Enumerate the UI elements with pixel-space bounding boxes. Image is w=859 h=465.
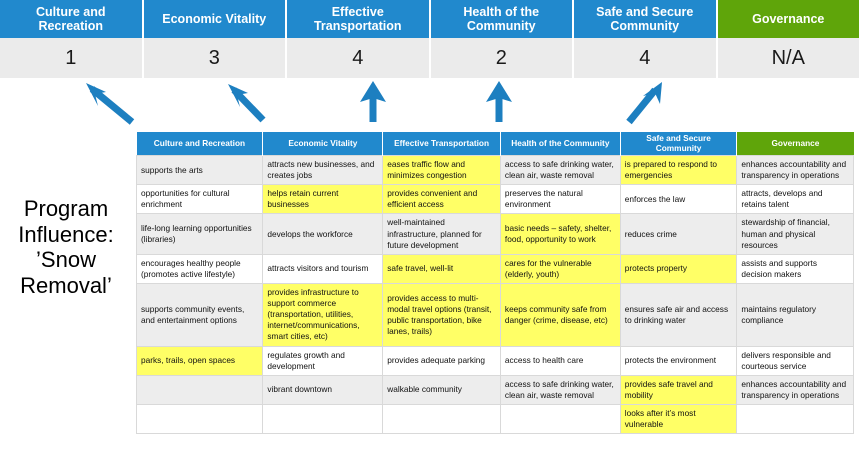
- scorecard-value-5: N/A: [717, 38, 859, 78]
- arrow-head-1: [86, 83, 106, 106]
- arrow-band: [0, 78, 859, 130]
- matrix-cell-r1-c5: attracts, develops and retains talent: [736, 184, 854, 215]
- matrix-cell-r7-c1: [262, 403, 384, 435]
- scorecard-header-row: Culture and Recreation Economic Vitality E…: [0, 0, 859, 38]
- scorecard-value-1: 3: [143, 38, 287, 78]
- matrix-cell-r1-c1: helps retain current businesses: [262, 184, 384, 215]
- matrix-head: Culture and Recreation Economic Vitality E…: [136, 132, 854, 156]
- scorecard-value-2: 4: [287, 38, 431, 78]
- matrix-cell-r1-c3: preserves the natural environment: [499, 184, 621, 215]
- scorecard-value-3: 2: [430, 38, 574, 78]
- matrix-cell-r7-c0: [135, 403, 264, 435]
- matrix-cell-r3-c0: encourages healthy people (promotes acti…: [135, 253, 264, 284]
- matrix-cell-r6-c3: access to safe drinking water, clean air…: [499, 374, 621, 405]
- matrix-row: supports community events, and entertain…: [135, 282, 854, 347]
- arrow-shaft-1: [89, 86, 135, 125]
- scorecard-header-0: Culture and Recreation: [0, 0, 144, 38]
- matrix-header-cell-3: Health of the Community: [500, 132, 621, 156]
- matrix-cell-r0-c5: enhances accountability and transparency…: [736, 154, 854, 186]
- influence-matrix-table: Culture and Recreation Economic Vitality E…: [135, 132, 854, 435]
- matrix-cell-r2-c3: basic needs – safety, shelter, food, opp…: [499, 213, 621, 255]
- scorecard-value-0: 1: [0, 38, 144, 78]
- scorecard-strip: Culture and Recreation Economic Vitality E…: [0, 0, 859, 78]
- arrows-svg: [86, 81, 662, 125]
- matrix-header-cell-2: Effective Transportation: [382, 132, 501, 156]
- matrix-cell-r4-c4: ensures safe air and access to drinking …: [619, 282, 738, 347]
- scorecard-header-3: Health of the Community: [430, 0, 574, 38]
- matrix-row: encourages healthy people (promotes acti…: [135, 253, 854, 284]
- matrix-header-row: Culture and Recreation Economic Vitality E…: [136, 132, 854, 156]
- matrix-cell-r5-c4: protects the environment: [619, 345, 738, 376]
- arrow-head-4: [486, 81, 512, 102]
- matrix-cell-r0-c2: eases traffic flow and minimizes congest…: [382, 154, 501, 186]
- scorecard-value-4: 4: [574, 38, 718, 78]
- matrix-cell-r4-c3: keeps community safe from danger (crime,…: [499, 282, 621, 347]
- program-influence-caption: Program Influence: ’Snow Removal’: [2, 196, 130, 298]
- matrix-cell-r3-c1: attracts visitors and tourism: [262, 253, 384, 284]
- matrix-row: life-long learning opportunities (librar…: [135, 213, 854, 255]
- matrix-cell-r6-c5: enhances accountability and transparency…: [736, 374, 854, 405]
- scorecard-header-4: Safe and Secure Community: [574, 0, 718, 38]
- matrix-row: parks, trails, open spaces regulates grow…: [135, 345, 854, 376]
- matrix-cell-r5-c0: parks, trails, open spaces: [135, 345, 264, 376]
- arrow-head-5: [643, 82, 662, 104]
- matrix-cell-r2-c5: stewardship of financial, human and phys…: [736, 213, 854, 255]
- caption-line-3: ’Snow: [36, 247, 96, 273]
- arrow-shaft-2: [231, 87, 266, 123]
- matrix-cell-r3-c2: safe travel, well-lit: [382, 253, 501, 284]
- matrix-cell-r0-c4: is prepared to respond to emergencies: [619, 154, 738, 186]
- matrix-cell-r5-c1: regulates growth and development: [262, 345, 384, 376]
- matrix-cell-r7-c2: [382, 403, 501, 435]
- matrix-cell-r7-c4: looks after it’s most vulnerable: [619, 403, 738, 435]
- matrix-cell-r4-c0: supports community events, and entertain…: [135, 282, 264, 347]
- matrix-container: Culture and Recreation Economic Vitality E…: [135, 132, 854, 435]
- matrix-cell-r4-c1: provides infrastructure to support comme…: [262, 282, 384, 347]
- matrix-cell-r4-c2: provides access to multi-modal travel op…: [382, 282, 501, 347]
- scorecard-header-1: Economic Vitality: [143, 0, 287, 38]
- matrix-cell-r5-c5: delivers responsible and courteous servi…: [736, 345, 854, 376]
- scorecard-header-2: Effective Transportation: [287, 0, 431, 38]
- matrix-cell-r3-c5: assists and supports decision makers: [736, 253, 854, 284]
- matrix-cell-r1-c4: enforces the law: [619, 184, 738, 215]
- matrix-cell-r2-c2: well-maintained infrastructure, planned …: [382, 213, 501, 255]
- matrix-row: looks after it’s most vulnerable: [135, 403, 854, 435]
- matrix-cell-r1-c0: opportunities for cultural enrichment: [135, 184, 264, 215]
- matrix-cell-r5-c2: provides adequate parking: [382, 345, 501, 376]
- caption-line-2: Influence:: [18, 221, 114, 247]
- matrix-header-cell-1: Economic Vitality: [262, 132, 384, 156]
- matrix-cell-r6-c0: [135, 374, 264, 405]
- matrix-row: vibrant downtown walkable community access…: [135, 374, 854, 405]
- matrix-cell-r7-c5: [736, 403, 854, 435]
- matrix-cell-r0-c3: access to safe drinking water, clean air…: [499, 154, 621, 186]
- matrix-body: supports the arts attracts new businesses…: [135, 154, 854, 435]
- matrix-cell-r2-c4: reduces crime: [619, 213, 738, 255]
- caption-line-1: Program: [23, 196, 109, 221]
- matrix-row: opportunities for cultural enrichment hel…: [135, 184, 854, 215]
- matrix-cell-r4-c5: maintains regulatory compliance: [736, 282, 854, 347]
- caption-line-4: Removal’: [20, 272, 112, 298]
- matrix-header-cell-5: Governance: [736, 132, 854, 156]
- arrow-head-3: [360, 81, 386, 102]
- matrix-cell-r0-c0: supports the arts: [135, 154, 264, 186]
- matrix-header-cell-4: Safe and Secure Community: [620, 132, 738, 156]
- matrix-cell-r2-c0: life-long learning opportunities (librar…: [135, 213, 264, 255]
- scorecard-header-5: Governance: [717, 0, 859, 38]
- matrix-cell-r5-c3: access to health care: [499, 345, 621, 376]
- arrow-head-2: [228, 84, 248, 107]
- matrix-cell-r6-c2: walkable community: [382, 374, 501, 405]
- matrix-cell-r3-c3: cares for the vulnerable (elderly, youth…: [499, 253, 621, 284]
- matrix-cell-r0-c1: attracts new businesses, and creates job…: [262, 154, 384, 186]
- matrix-cell-r7-c3: [499, 403, 621, 435]
- matrix-cell-r6-c4: provides safe travel and mobility: [619, 374, 738, 405]
- matrix-cell-r1-c2: provides convenient and efficient access: [382, 184, 501, 215]
- scorecard-value-row: 1 3 4 2 4 N/A: [0, 38, 859, 78]
- matrix-cell-r2-c1: develops the workforce: [262, 213, 384, 255]
- arrow-shaft-5: [626, 87, 658, 125]
- matrix-cell-r3-c4: protects property: [619, 253, 738, 284]
- matrix-row: supports the arts attracts new businesses…: [135, 154, 854, 186]
- matrix-header-cell-0: Culture and Recreation: [136, 132, 264, 156]
- matrix-cell-r6-c1: vibrant downtown: [262, 374, 384, 405]
